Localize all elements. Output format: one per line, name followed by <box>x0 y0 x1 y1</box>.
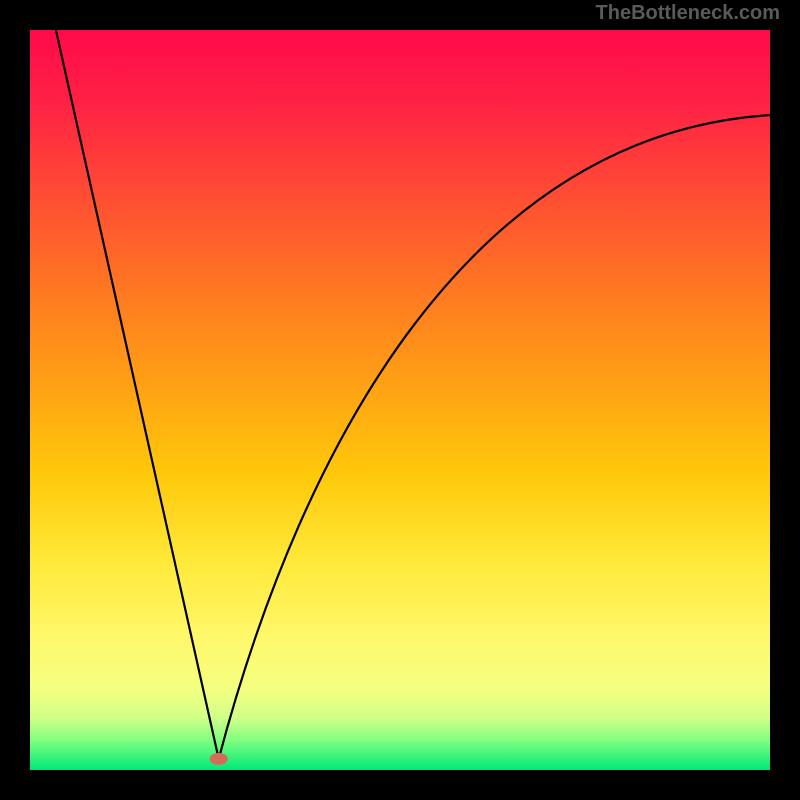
min-marker <box>210 753 228 765</box>
gradient-background <box>30 30 770 770</box>
watermark-text: TheBottleneck.com <box>596 2 780 25</box>
chart-svg <box>30 30 770 770</box>
bottleneck-chart <box>30 30 770 770</box>
